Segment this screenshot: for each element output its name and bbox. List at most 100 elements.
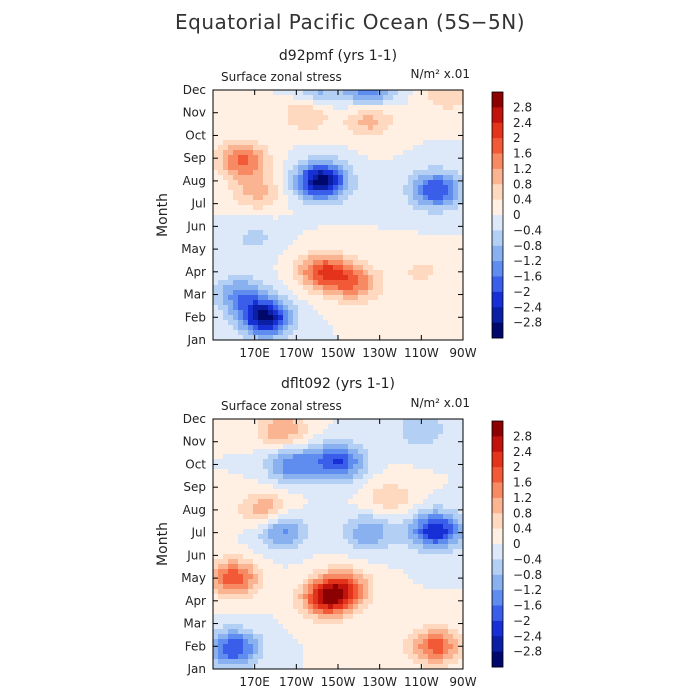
- heatmap-cell: [293, 175, 299, 181]
- heatmap-cell: [353, 135, 359, 141]
- heatmap-cell: [228, 240, 234, 246]
- heatmap-cell: [283, 270, 289, 276]
- heatmap-cell: [328, 320, 334, 326]
- heatmap-cell: [233, 315, 239, 321]
- heatmap-cell: [368, 150, 374, 156]
- heatmap-cell: [363, 579, 369, 585]
- heatmap-cell: [453, 120, 459, 126]
- heatmap-cell: [363, 509, 369, 515]
- heatmap-cell: [373, 644, 379, 650]
- heatmap-cell: [223, 95, 229, 101]
- heatmap-cell: [413, 180, 419, 186]
- heatmap-cell: [308, 125, 314, 131]
- heatmap-cell: [443, 649, 449, 655]
- heatmap-cell: [368, 459, 374, 465]
- heatmap-cell: [253, 599, 259, 605]
- heatmap-cell: [448, 290, 454, 296]
- heatmap-cell: [238, 519, 244, 525]
- heatmap-cell: [358, 170, 364, 176]
- heatmap-cell: [408, 95, 414, 101]
- heatmap-cell: [218, 145, 224, 151]
- heatmap-cell: [388, 320, 394, 326]
- heatmap-cell: [373, 260, 379, 266]
- heatmap-cell: [233, 454, 239, 460]
- heatmap-cell: [228, 529, 234, 535]
- heatmap-cell: [303, 190, 309, 196]
- heatmap-cell: [378, 220, 384, 226]
- heatmap-cell: [428, 245, 434, 251]
- heatmap-cell: [213, 105, 219, 111]
- heatmap-cell: [323, 260, 329, 266]
- heatmap-cell: [293, 624, 299, 630]
- heatmap-cell: [433, 649, 439, 655]
- heatmap-cell: [443, 280, 449, 286]
- heatmap-cell: [238, 305, 244, 311]
- heatmap-cell: [273, 494, 279, 500]
- heatmap-cell: [353, 549, 359, 555]
- heatmap-cell: [318, 315, 324, 321]
- heatmap-cell: [278, 544, 284, 550]
- heatmap-cell: [313, 305, 319, 311]
- heatmap-cell: [263, 579, 269, 585]
- heatmap-cell: [283, 325, 289, 331]
- heatmap-cell: [383, 95, 389, 101]
- heatmap-cell: [298, 90, 304, 96]
- heatmap-cell: [418, 584, 424, 590]
- heatmap-cell: [353, 270, 359, 276]
- heatmap-cell: [273, 175, 279, 181]
- heatmap-cell: [433, 584, 439, 590]
- heatmap-cell: [248, 484, 254, 490]
- heatmap-cell: [228, 534, 234, 540]
- heatmap-cell: [388, 544, 394, 550]
- heatmap-cell: [323, 185, 329, 191]
- heatmap-cell: [448, 644, 454, 650]
- heatmap-cell: [293, 464, 299, 470]
- heatmap-cell: [428, 654, 434, 660]
- heatmap-cell: [323, 424, 329, 430]
- heatmap-cell: [448, 514, 454, 520]
- heatmap-cell: [303, 335, 309, 340]
- heatmap-cell: [418, 295, 424, 301]
- heatmap-cell: [373, 554, 379, 560]
- heatmap-cell: [318, 624, 324, 630]
- heatmap-cell: [448, 479, 454, 485]
- heatmap-cell: [318, 639, 324, 645]
- heatmap-cell: [228, 419, 234, 425]
- heatmap-cell: [263, 509, 269, 515]
- heatmap-cell: [423, 280, 429, 286]
- heatmap-cell: [308, 130, 314, 136]
- heatmap-cell: [278, 290, 284, 296]
- heatmap-cell: [438, 434, 444, 440]
- heatmap-cell: [403, 330, 409, 336]
- heatmap-cell: [268, 335, 274, 340]
- heatmap-cell: [328, 624, 334, 630]
- heatmap-cell: [413, 300, 419, 306]
- heatmap-cell: [233, 629, 239, 635]
- heatmap-cell: [268, 185, 274, 191]
- heatmap-cell: [238, 424, 244, 430]
- heatmap-cell: [428, 330, 434, 336]
- heatmap-cell: [248, 574, 254, 580]
- heatmap-cell: [288, 554, 294, 560]
- heatmap-cell: [298, 419, 304, 425]
- heatmap-cell: [213, 564, 219, 570]
- heatmap-cell: [438, 180, 444, 186]
- heatmap-cell: [213, 589, 219, 595]
- heatmap-cell: [343, 90, 349, 96]
- heatmap-cell: [278, 519, 284, 525]
- heatmap-cell: [273, 469, 279, 475]
- heatmap-cell: [273, 255, 279, 261]
- heatmap-cell: [423, 285, 429, 291]
- heatmap-cell: [243, 300, 249, 306]
- heatmap-cell: [243, 519, 249, 525]
- heatmap-cell: [398, 315, 404, 321]
- heatmap-cell: [423, 564, 429, 570]
- heatmap-cell: [303, 310, 309, 316]
- heatmap-cell: [348, 170, 354, 176]
- heatmap-cell: [308, 649, 314, 655]
- heatmap-cell: [283, 609, 289, 615]
- heatmap-cell: [218, 215, 224, 221]
- heatmap-cell: [318, 250, 324, 256]
- heatmap-cell: [458, 310, 463, 316]
- heatmap-cell: [243, 629, 249, 635]
